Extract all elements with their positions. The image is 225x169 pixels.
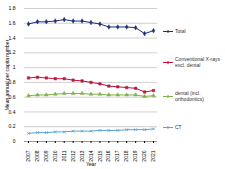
svg-text:2016: 2016 [105, 150, 111, 161]
svg-text:2013: 2013 [79, 150, 85, 161]
svg-text:1.8: 1.8 [9, 5, 16, 11]
svg-text:2011: 2011 [61, 150, 67, 161]
svg-text:2020: 2020 [141, 150, 147, 161]
svg-text:Mean annual per capita number: Mean annual per capita number [4, 39, 10, 110]
svg-text:0.2: 0.2 [9, 123, 16, 129]
svg-text:2021: 2021 [150, 150, 156, 161]
svg-text:2008: 2008 [34, 150, 40, 161]
svg-text:2012: 2012 [70, 150, 76, 161]
svg-text:0.8: 0.8 [8, 79, 16, 85]
svg-text:2014: 2014 [87, 150, 94, 162]
svg-text:2018: 2018 [123, 150, 129, 161]
html-text:dental (incl. orthodontics): dental (incl. orthodontics) [175, 90, 204, 102]
svg-text:2009: 2009 [43, 150, 49, 161]
svg-text:Year: Year [86, 161, 96, 167]
html-text:Conventional X-rays excl. dent: Conventional X-rays excl. dental [175, 56, 220, 68]
svg-text:2010: 2010 [52, 150, 58, 161]
svg-text:2007: 2007 [25, 150, 31, 161]
svg-text:2017: 2017 [114, 150, 120, 161]
svg-text:2019: 2019 [132, 150, 138, 161]
html-text:CT: CT [175, 124, 182, 130]
svg-text:0.4: 0.4 [8, 108, 16, 115]
html-text:Total: Total [175, 28, 186, 34]
svg-text:1: 1 [13, 64, 16, 70]
svg-text:1.2: 1.2 [8, 49, 16, 56]
svg-text:1.6: 1.6 [9, 20, 16, 26]
svg-text:0: 0 [13, 138, 16, 144]
svg-text:1.4: 1.4 [8, 34, 16, 41]
svg-text:0.6: 0.6 [8, 93, 16, 100]
svg-text:2015: 2015 [97, 150, 103, 161]
